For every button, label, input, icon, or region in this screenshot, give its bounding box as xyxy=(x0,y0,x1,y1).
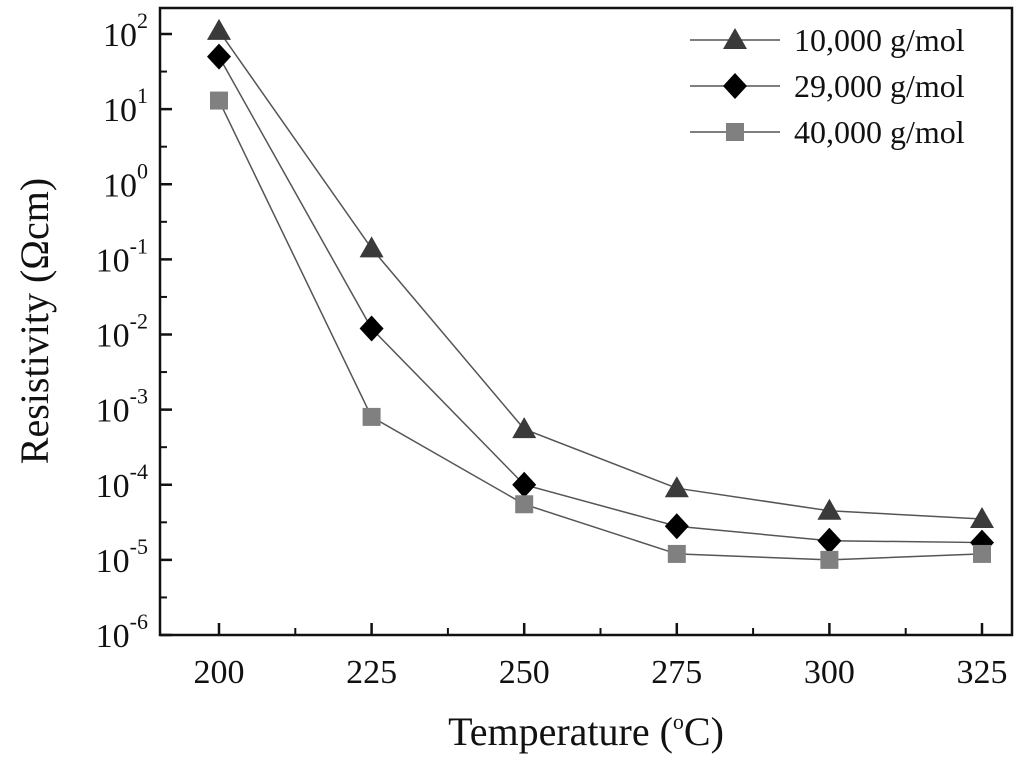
y-tick-label: 10-2 xyxy=(96,309,148,355)
data-point xyxy=(973,544,991,563)
legend-label: 29,000 g/mol xyxy=(794,68,965,104)
data-point xyxy=(817,527,842,554)
series-line xyxy=(218,30,983,520)
y-tick-label: 101 xyxy=(103,83,148,129)
x-tick-label: 300 xyxy=(804,654,855,691)
x-axis-title: Temperature (oC) xyxy=(448,709,724,754)
data-point xyxy=(207,43,231,70)
x-tick-label: 200 xyxy=(194,654,245,691)
data-point xyxy=(664,513,689,540)
series-3 xyxy=(210,91,991,569)
x-axis: 200 225 250 275 300 325 xyxy=(194,623,1008,691)
y-axis: 102 101 100 10-1 10-2 10-3 10-4 10-5 10-6 xyxy=(96,8,172,655)
data-point xyxy=(515,495,534,514)
data-point xyxy=(817,498,842,520)
data-point xyxy=(207,18,231,40)
series-2 xyxy=(207,43,994,556)
x-tick-label: 275 xyxy=(651,654,702,691)
legend-marker xyxy=(726,123,744,141)
y-tick-label: 100 xyxy=(103,158,148,204)
x-tick-label: 225 xyxy=(346,654,397,691)
data-point xyxy=(512,417,537,439)
y-tick-label: 10-6 xyxy=(96,609,148,655)
legend: 10,000 g/mol 29,000 g/mol 40,000 g/mol xyxy=(690,22,965,150)
data-point xyxy=(970,507,994,529)
data-point xyxy=(210,91,228,110)
series-layer xyxy=(207,18,994,569)
series-line xyxy=(218,56,983,544)
legend-label: 40,000 g/mol xyxy=(794,114,965,150)
series-line xyxy=(218,100,983,561)
data-point xyxy=(667,544,686,563)
y-axis-title: Resistivity (Ωcm) xyxy=(12,178,57,464)
plot-frame xyxy=(158,6,1014,637)
data-point xyxy=(820,550,839,569)
legend-label: 10,000 g/mol xyxy=(794,22,965,58)
legend-marker xyxy=(723,28,747,49)
y-tick-label: 10-3 xyxy=(96,384,148,430)
data-point xyxy=(362,407,381,426)
y-tick-label: 10-4 xyxy=(96,459,148,505)
legend-marker xyxy=(723,73,747,99)
data-point xyxy=(359,315,384,342)
x-tick-label: 250 xyxy=(499,654,550,691)
data-point xyxy=(512,471,537,498)
data-point xyxy=(359,236,384,258)
data-point xyxy=(664,476,689,498)
series-1 xyxy=(207,18,994,529)
y-tick-label: 10-1 xyxy=(96,233,148,279)
legend-entry: 29,000 g/mol xyxy=(690,68,965,104)
y-tick-label: 10-5 xyxy=(96,534,148,580)
legend-entry: 10,000 g/mol xyxy=(690,22,965,58)
x-tick-label: 325 xyxy=(957,654,1008,691)
y-tick-label: 102 xyxy=(103,8,148,54)
legend-entry: 40,000 g/mol xyxy=(690,114,965,150)
